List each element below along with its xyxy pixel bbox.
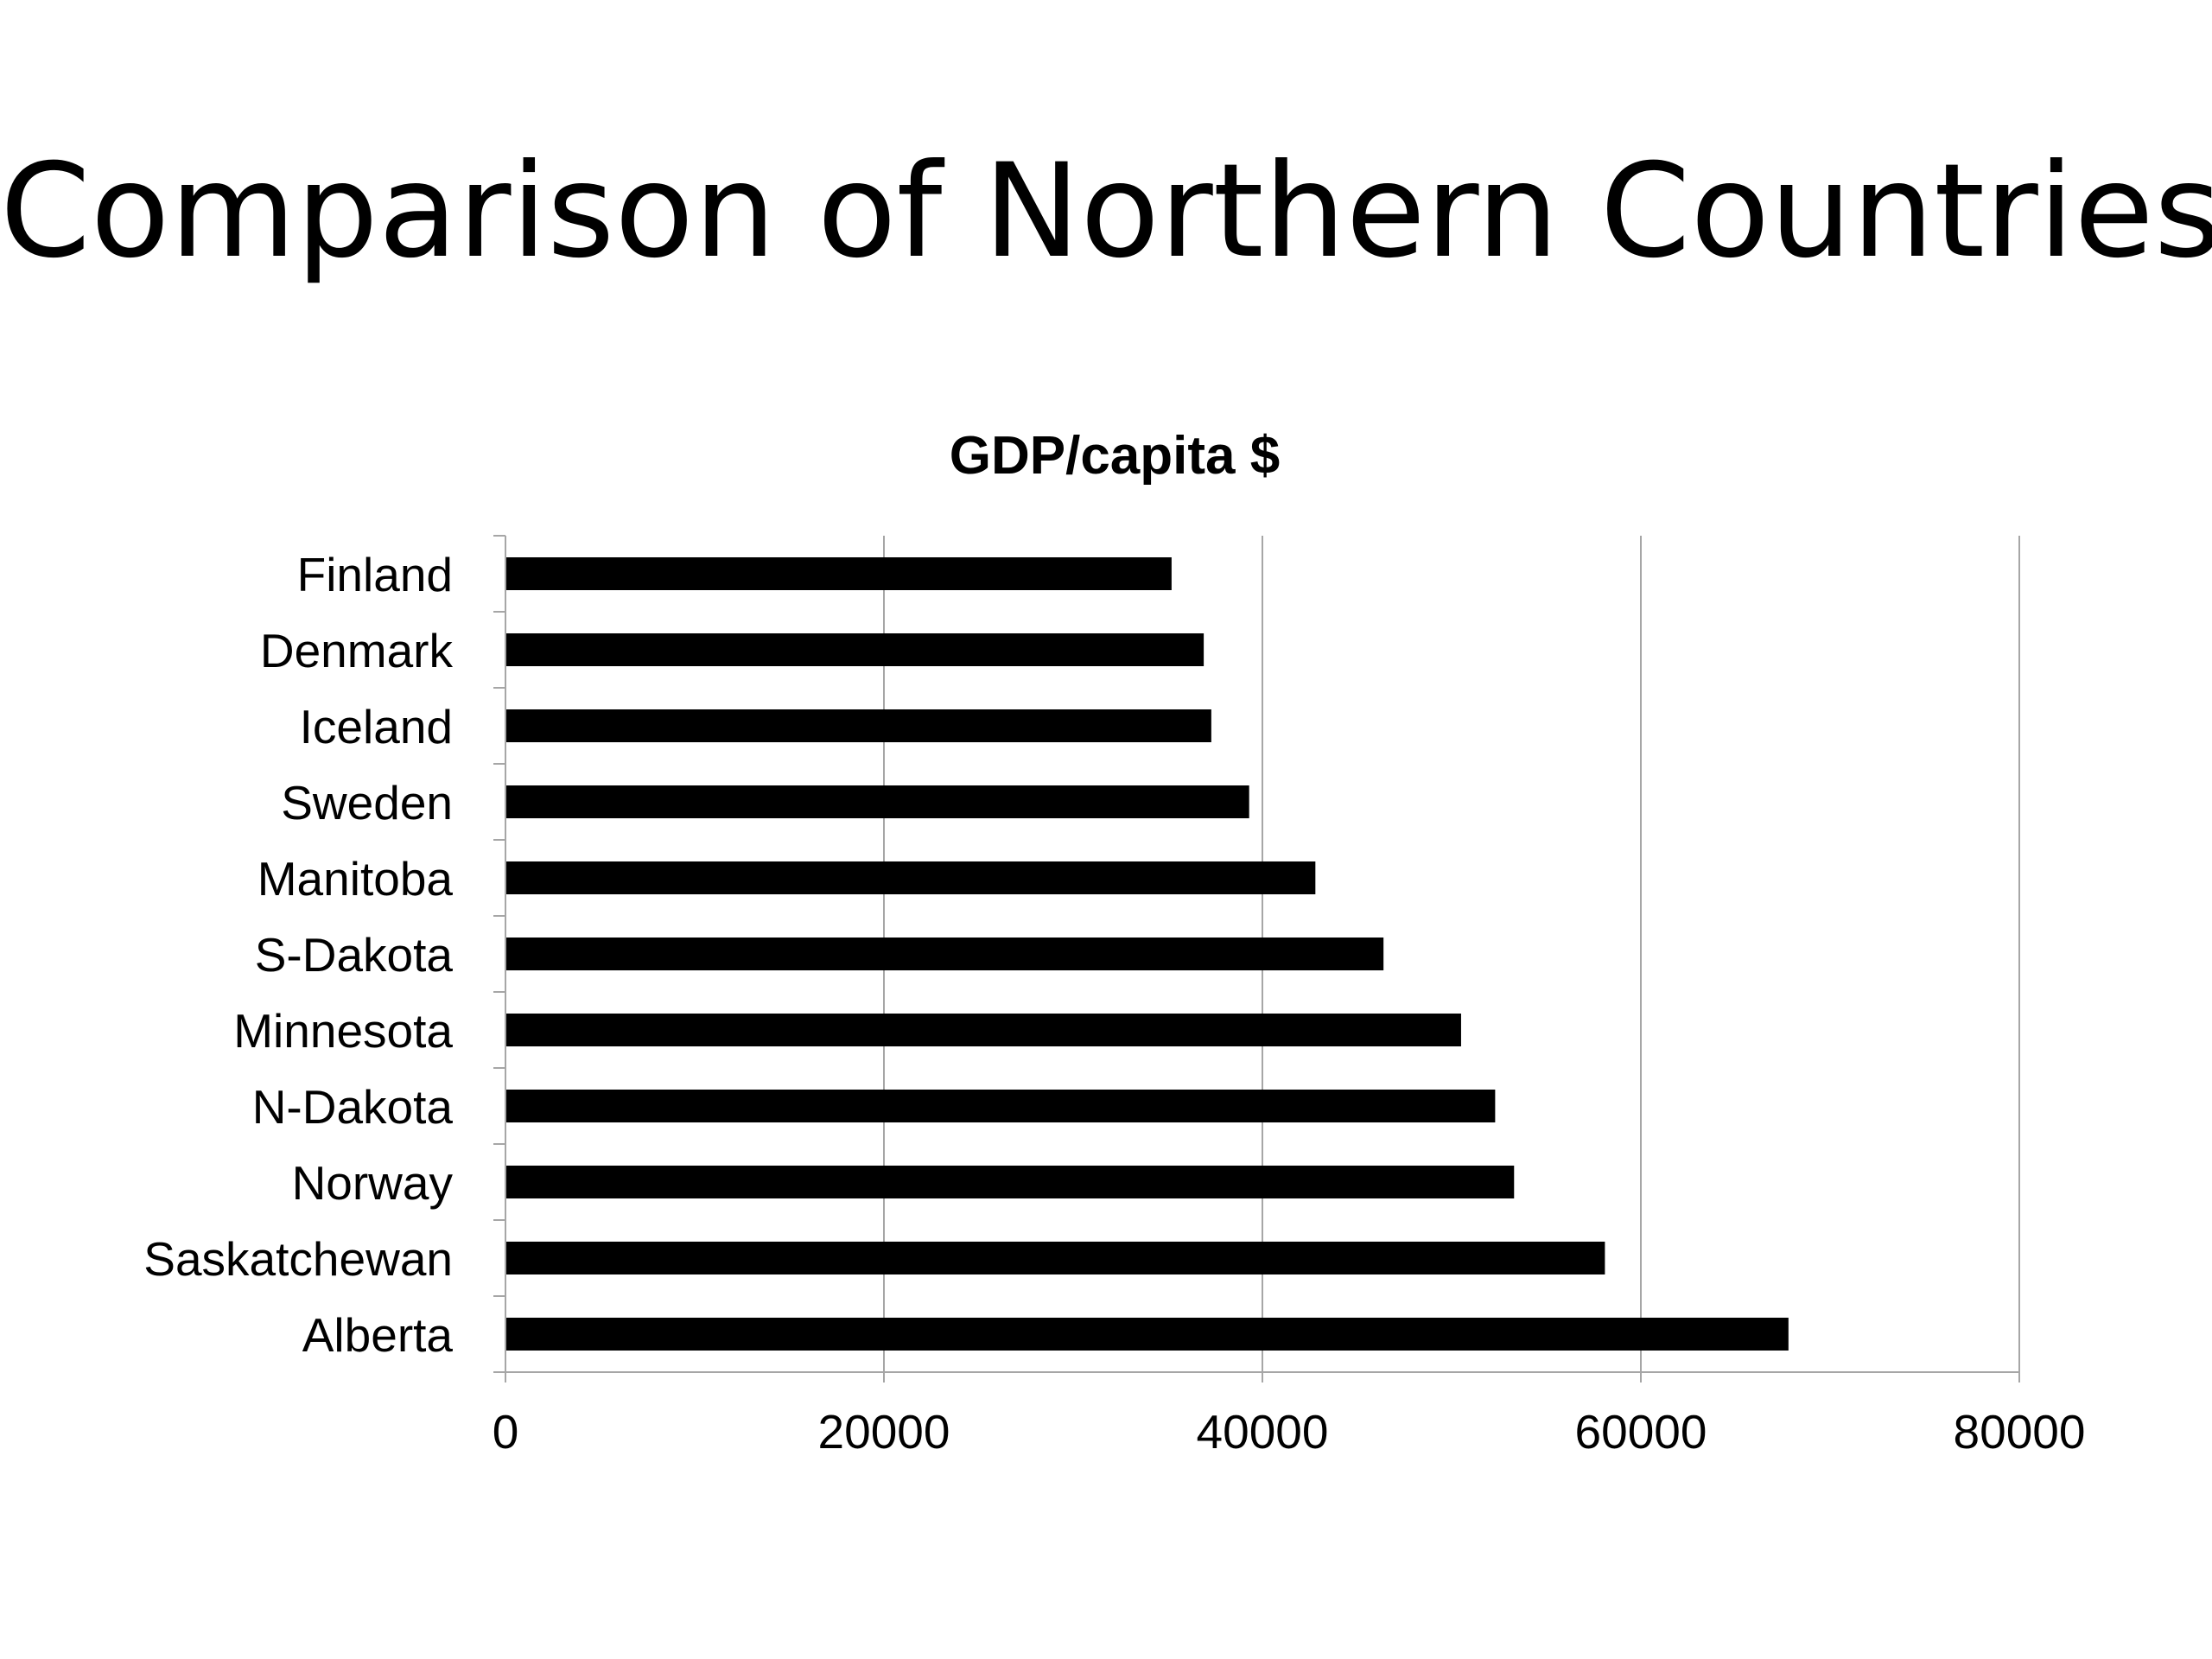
x-tick-label-20000: 20000 (818, 1405, 950, 1459)
bar-norway (505, 1166, 1515, 1198)
x-tick-label-40000: 40000 (1197, 1405, 1329, 1459)
category-label-manitoba: Manitoba (257, 852, 454, 906)
category-label-n-dakota: N-Dakota (252, 1080, 454, 1134)
bar-saskatchewan (505, 1242, 1605, 1274)
x-tick-label-0: 0 (493, 1405, 519, 1459)
category-label-sweden: Sweden (281, 776, 453, 830)
bar-iceland (505, 709, 1211, 742)
category-label-s-dakota: S-Dakota (255, 928, 454, 982)
category-label-minnesota: Minnesota (233, 1004, 453, 1058)
x-tick-labels: 0 20000 40000 60000 80000 (493, 1405, 2086, 1459)
category-label-denmark: Denmark (260, 624, 454, 677)
bar-n-dakota (505, 1090, 1496, 1122)
bar-finland (505, 557, 1172, 590)
chart-title: GDP/capita $ (950, 426, 1280, 486)
bar-denmark (505, 633, 1205, 666)
category-label-iceland: Iceland (300, 700, 453, 753)
slide-title: Comparison of Northern Countries (0, 137, 2212, 287)
bar-minnesota (505, 1014, 1461, 1046)
bar-alberta (505, 1318, 1789, 1351)
category-label-finland: Finland (297, 548, 453, 601)
category-labels: Finland Denmark Iceland Sweden Manitoba S-Dak… (143, 548, 453, 1362)
axes (493, 535, 2020, 1382)
category-label-alberta: Alberta (302, 1308, 454, 1362)
bar-sweden (505, 785, 1249, 818)
category-label-saskatchewan: Saskatchewan (143, 1232, 453, 1286)
x-tick-label-60000: 60000 (1575, 1405, 1707, 1459)
bar-s-dakota (505, 938, 1384, 970)
bar-manitoba (505, 861, 1316, 894)
x-tick-label-80000: 80000 (1954, 1405, 2086, 1459)
category-label-norway: Norway (292, 1156, 454, 1210)
bars (505, 557, 1789, 1351)
